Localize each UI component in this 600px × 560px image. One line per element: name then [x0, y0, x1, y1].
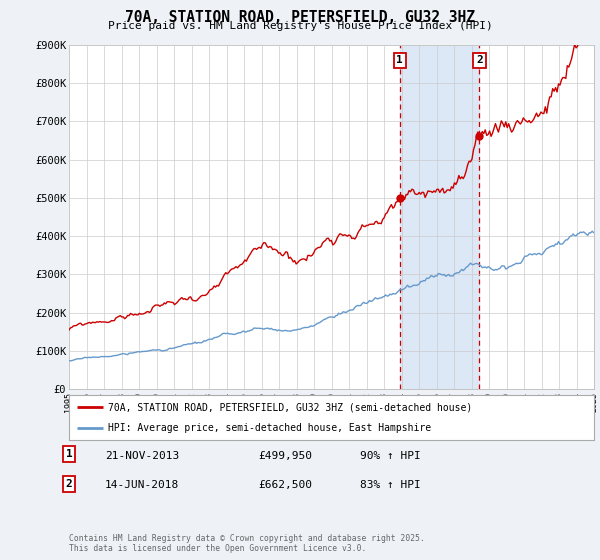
Text: 70A, STATION ROAD, PETERSFIELD, GU32 3HZ: 70A, STATION ROAD, PETERSFIELD, GU32 3HZ: [125, 10, 475, 25]
Text: Contains HM Land Registry data © Crown copyright and database right 2025.
This d: Contains HM Land Registry data © Crown c…: [69, 534, 425, 553]
Text: 1: 1: [397, 55, 403, 66]
Text: HPI: Average price, semi-detached house, East Hampshire: HPI: Average price, semi-detached house,…: [109, 423, 431, 433]
Text: 83% ↑ HPI: 83% ↑ HPI: [360, 480, 421, 491]
Text: 2: 2: [476, 55, 483, 66]
Text: 14-JUN-2018: 14-JUN-2018: [105, 480, 179, 491]
Text: £662,500: £662,500: [258, 480, 312, 491]
Bar: [400, 45, 479, 389]
Text: 2: 2: [65, 479, 73, 489]
Text: £499,950: £499,950: [258, 451, 312, 461]
Text: 1: 1: [65, 449, 73, 459]
Text: 21-NOV-2013: 21-NOV-2013: [105, 451, 179, 461]
Text: 90% ↑ HPI: 90% ↑ HPI: [360, 451, 421, 461]
Text: 70A, STATION ROAD, PETERSFIELD, GU32 3HZ (semi-detached house): 70A, STATION ROAD, PETERSFIELD, GU32 3HZ…: [109, 402, 473, 412]
Text: Price paid vs. HM Land Registry's House Price Index (HPI): Price paid vs. HM Land Registry's House …: [107, 21, 493, 31]
